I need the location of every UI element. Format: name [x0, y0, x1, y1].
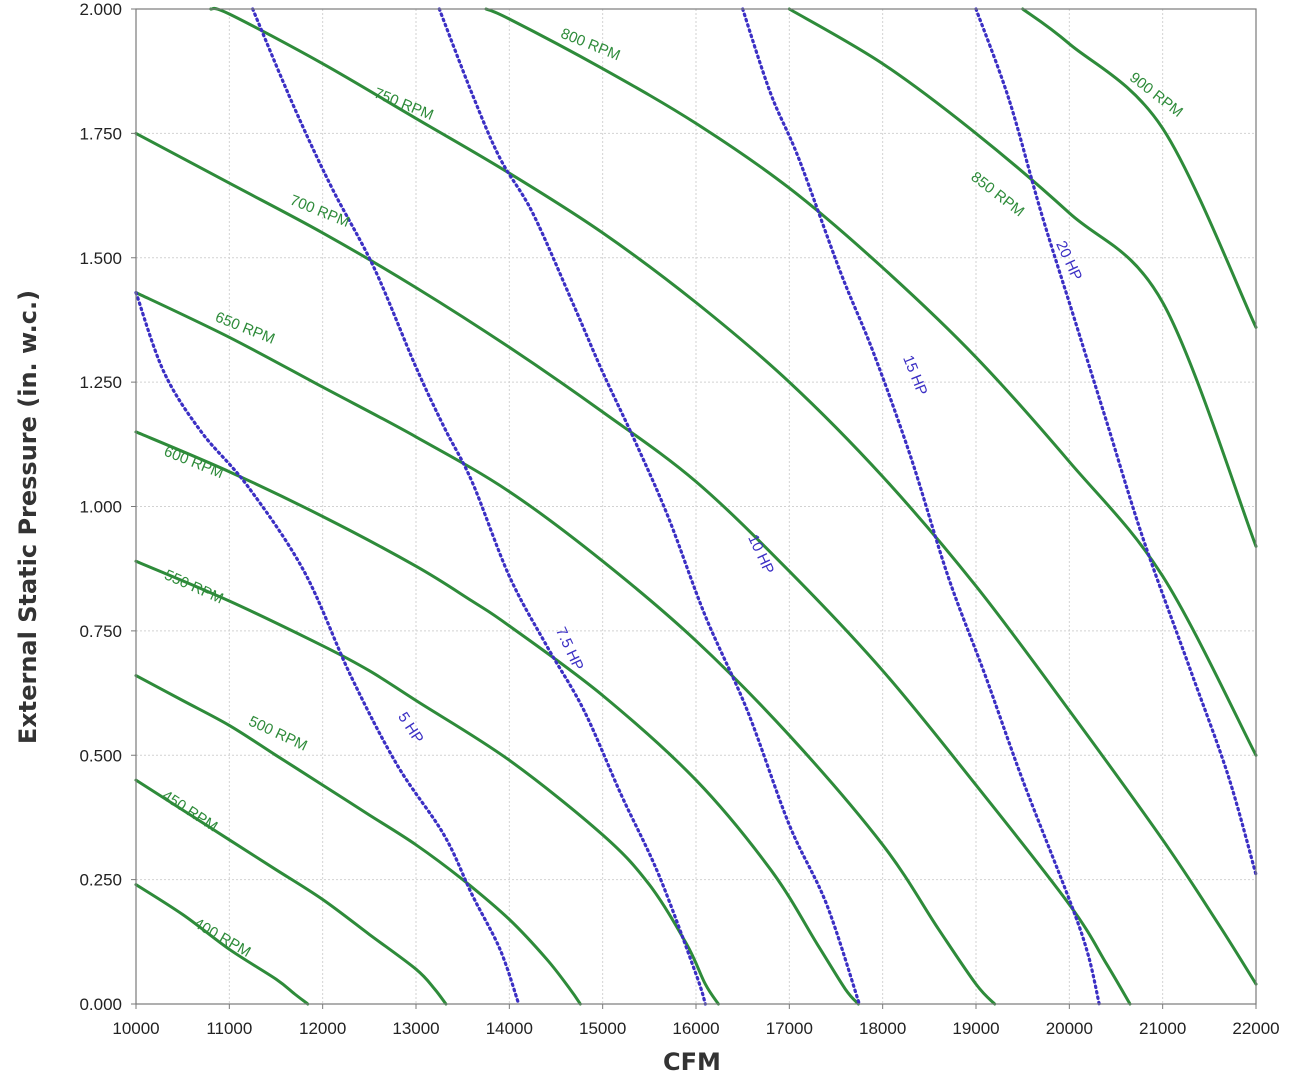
rpm-curves [134, 6, 1258, 1006]
curve-500-rpm [134, 674, 582, 1006]
x-tick-label: 19000 [952, 1019, 999, 1038]
x-tick-label: 20000 [1046, 1019, 1093, 1038]
x-tick-label: 21000 [1139, 1019, 1186, 1038]
x-axis-ticks: 10000 11000 12000 13000 14000 15000 16000 17000… [112, 1004, 1280, 1038]
x-tick-label: 12000 [299, 1019, 346, 1038]
curve-10-hp [437, 7, 861, 1006]
y-axis-ticks: 0.000 0.250 0.500 0.750 1.000 1.250 1.500 1.750… [79, 0, 136, 1014]
curve-5-hp [134, 291, 521, 1006]
y-tick-label: 0.000 [79, 995, 122, 1014]
x-tick-label: 13000 [392, 1019, 439, 1038]
curve-400-rpm [134, 883, 310, 1006]
curve-20-hp [974, 7, 1258, 877]
y-tick-label: 1.250 [79, 373, 122, 392]
curve-15-hp [741, 7, 1101, 1006]
x-tick-label: 11000 [206, 1019, 252, 1038]
x-tick-label: 14000 [486, 1019, 533, 1038]
x-tick-label: 22000 [1232, 1019, 1279, 1038]
curve-650-rpm [134, 291, 997, 1006]
curve-850-rpm [787, 7, 1258, 548]
curve-7-5-hp [251, 7, 707, 1006]
curve-800-rpm [484, 7, 1258, 757]
y-tick-label: 0.750 [79, 622, 122, 641]
x-tick-label: 18000 [859, 1019, 906, 1038]
x-tick-label: 15000 [579, 1019, 626, 1038]
curve-900-rpm [1021, 7, 1258, 329]
x-axis-title: CFM [663, 1048, 721, 1076]
y-tick-label: 1.000 [79, 498, 122, 517]
curve-750-rpm [209, 6, 1258, 986]
y-tick-label: 0.250 [79, 871, 122, 890]
curve-550-rpm [134, 559, 720, 1006]
y-tick-label: 1.500 [79, 249, 122, 268]
y-axis-title: External Static Pressure (in. w.c.) [14, 290, 42, 744]
x-tick-label: 10000 [112, 1019, 159, 1038]
y-tick-label: 0.500 [79, 746, 122, 765]
curve-700-rpm [134, 131, 1132, 1006]
y-tick-label: 2.000 [79, 0, 122, 19]
curve-450-rpm [134, 778, 448, 1006]
x-tick-label: 16000 [672, 1019, 719, 1038]
x-tick-label: 17000 [766, 1019, 813, 1038]
grid-lines [136, 9, 1256, 1004]
curve-600-rpm [134, 430, 860, 1006]
hp-curves [134, 7, 1258, 1006]
y-tick-label: 1.750 [79, 124, 122, 143]
